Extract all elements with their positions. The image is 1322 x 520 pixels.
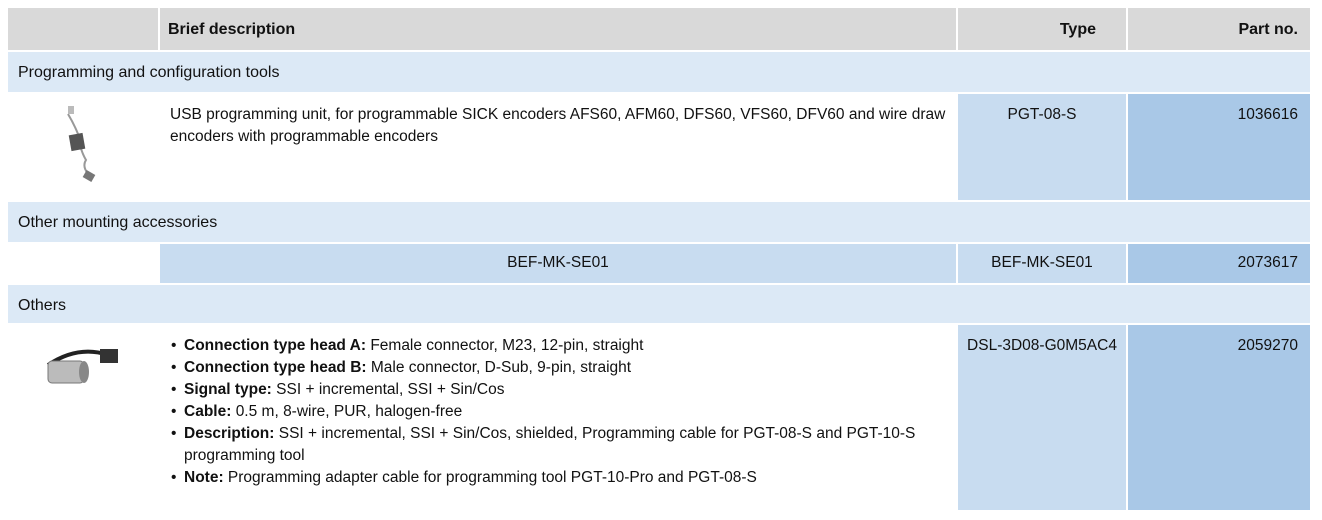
bullet: Signal type: SSI + incremental, SSI + Si… <box>170 379 946 401</box>
part-no: 2073617 <box>1128 244 1310 283</box>
product-image <box>8 325 158 510</box>
header-cell: Part no. <box>1128 8 1310 50</box>
section-title: Other mounting accessories <box>8 202 1310 242</box>
bullet-text: Programming adapter cable for programmin… <box>227 469 757 486</box>
bullet-text: SSI + incremental, SSI + Sin/Cos <box>276 381 505 398</box>
header-cell: Type <box>958 8 1126 50</box>
section-title: Programming and configuration tools <box>8 52 1310 92</box>
usb-unit-icon <box>67 106 96 182</box>
product-image <box>8 94 158 200</box>
part-no: 1036616 <box>1128 94 1310 200</box>
bullet: Description: SSI + incremental, SSI + Si… <box>170 423 946 467</box>
description: USB programming unit, for programmable S… <box>160 94 956 200</box>
description: Connection type head A: Female connector… <box>160 325 956 510</box>
description: BEF-MK-SE01 <box>160 244 956 283</box>
bullet-label: Connection type head A: <box>184 337 366 354</box>
bullet-label: Signal type: <box>184 381 272 398</box>
product-image <box>8 244 158 283</box>
part-no: 2059270 <box>1128 325 1310 510</box>
section-title: Others <box>8 285 1310 323</box>
bullet-text: Female connector, M23, 12-pin, straight <box>370 337 644 354</box>
bullet-label: Cable: <box>184 403 232 420</box>
bullet: Connection type head A: Female connector… <box>170 335 946 357</box>
type: DSL-3D08-G0M5AC4 <box>958 325 1126 510</box>
type: BEF-MK-SE01 <box>958 244 1126 283</box>
bullet: Cable: 0.5 m, 8-wire, PUR, halogen-free <box>170 401 946 423</box>
bullet-text: Male connector, D-Sub, 9-pin, straight <box>370 359 632 376</box>
type: PGT-08-S <box>958 94 1126 200</box>
bullet-text: 0.5 m, 8-wire, PUR, halogen-free <box>235 403 463 420</box>
header-cell <box>8 8 158 50</box>
bullet: Connection type head B: Male connector, … <box>170 357 946 379</box>
cable-icon <box>46 349 118 384</box>
bullet: Note: Programming adapter cable for prog… <box>170 467 946 489</box>
header-cell: Brief description <box>160 8 956 50</box>
bullet-label: Description: <box>184 425 275 442</box>
bullet-list: Connection type head A: Female connector… <box>170 335 946 489</box>
bullet-text: SSI + incremental, SSI + Sin/Cos, shield… <box>184 425 916 464</box>
bullet-label: Connection type head B: <box>184 359 367 376</box>
bullet-label: Note: <box>184 469 224 486</box>
